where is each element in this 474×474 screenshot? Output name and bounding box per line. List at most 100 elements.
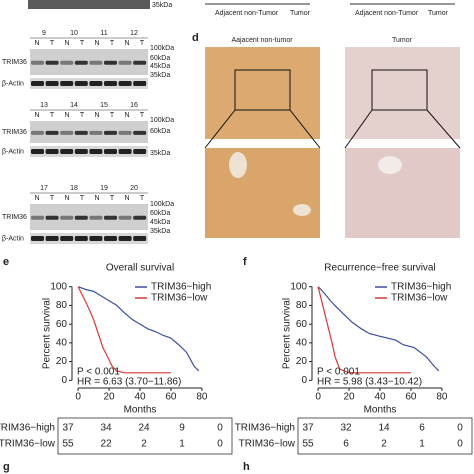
annotation: HR = 6.63 (3.70−11.86) [77, 377, 181, 388]
x-tick-label: 60 [165, 392, 177, 403]
y-tick-label: 60 [296, 319, 308, 330]
blot-band [60, 149, 74, 154]
nt-label: T [140, 40, 145, 47]
blot-image [30, 233, 148, 244]
legend-label: TRIM36−low [151, 293, 208, 304]
blot-band [45, 130, 59, 135]
blot-band [60, 60, 74, 65]
legend-label: TRIM36−low [391, 293, 448, 304]
survival-curve [77, 286, 200, 372]
blot-band [118, 60, 132, 65]
blot-band [31, 81, 44, 86]
kda-label: 100kDa [150, 201, 174, 208]
lane-number: 13 [40, 102, 48, 109]
blot-band [133, 130, 147, 135]
chart-title: Recurrence−free survival [324, 263, 435, 274]
nt-label: T [140, 112, 145, 119]
y-tick-label: 80 [296, 300, 308, 311]
risk-count: 55 [62, 439, 74, 450]
x-tick-label: 0 [315, 392, 321, 403]
blot-band [45, 236, 59, 241]
blot-band [31, 236, 44, 241]
risk-table-box [297, 417, 473, 455]
nt-label: T [110, 112, 115, 119]
nt-label: T [50, 112, 55, 119]
zoom-line [426, 109, 461, 149]
survival-curve [77, 286, 171, 374]
blot-band [89, 60, 103, 65]
kda-label: 35kDa [150, 150, 170, 157]
blot-band [74, 215, 88, 220]
annotation: P < 0.001 [317, 367, 360, 378]
risk-count: 2 [381, 439, 387, 450]
survival-curve [317, 286, 440, 372]
kda-label: 60kDa [150, 210, 170, 217]
panel-label: e [3, 256, 9, 268]
nt-label: N [94, 195, 99, 202]
panel-label: h [243, 461, 250, 473]
risk-count: 9 [179, 423, 185, 434]
y-axis-label: Percent survival [282, 298, 293, 369]
nt-label: T [50, 195, 55, 202]
lane-number: 19 [100, 185, 108, 192]
panel-label: g [3, 461, 10, 473]
fragment-label: Tumor [428, 10, 449, 17]
y-tick-label: 0 [301, 375, 307, 386]
risk-count: 24 [138, 423, 150, 434]
nt-label: N [64, 40, 69, 47]
blot-band [133, 236, 147, 241]
row-label: β-Actin [2, 148, 24, 155]
ihc-image [205, 148, 320, 238]
risk-table-box [57, 417, 233, 455]
ihc-image [345, 47, 460, 139]
blot-band [74, 60, 88, 65]
y-axis-label: Percent survival [42, 298, 53, 369]
vessel [378, 156, 402, 174]
risk-count: 14 [378, 423, 390, 434]
annotation: P < 0.001 [77, 367, 120, 378]
blot-band [45, 81, 59, 86]
nt-label: N [124, 40, 129, 47]
vessel [293, 204, 311, 216]
risk-count: 32 [340, 423, 352, 434]
kda-label: 100kDa [150, 45, 174, 52]
kda-label: 45kDa [150, 219, 170, 226]
x-tick-label: 60 [405, 392, 417, 403]
lane-number: 12 [130, 30, 138, 37]
row-label: β-Actin [2, 80, 24, 87]
kda-label: 100kDa [150, 117, 174, 124]
x-tick-label: 20 [343, 392, 355, 403]
blot-band [74, 149, 88, 154]
blot-band [60, 215, 74, 220]
nt-label: N [64, 195, 69, 202]
zoom-line [204, 109, 236, 149]
legend-label: TRIM36−high [151, 282, 211, 293]
x-axis-label: Months [124, 405, 157, 416]
row-label: TRIM36 [2, 129, 27, 136]
vessel [229, 152, 247, 178]
y-tick-label: 100 [290, 281, 307, 292]
nt-label: N [34, 195, 39, 202]
legend-label: TRIM36−high [391, 282, 451, 293]
lane-number: 15 [100, 102, 108, 109]
row-label: TRIM36 [2, 59, 27, 66]
y-tick-label: 20 [296, 356, 308, 367]
ihc-image [205, 47, 320, 139]
fragment-label: Tumor [290, 10, 311, 17]
blot-band [133, 60, 147, 65]
fragment-label: Adjacent non-Tumor [355, 10, 419, 17]
nt-label: N [34, 40, 39, 47]
risk-count: 1 [419, 439, 425, 450]
blot-band [45, 149, 59, 154]
lane-number: 14 [70, 102, 78, 109]
risk-count: 37 [302, 423, 314, 434]
blot-band [104, 60, 117, 65]
blot-band [133, 215, 147, 220]
nt-label: N [94, 40, 99, 47]
risk-count: 0 [457, 439, 463, 450]
blot-band [104, 130, 117, 135]
lane-number: 16 [130, 102, 138, 109]
y-tick-label: 80 [56, 300, 68, 311]
blot-image [30, 146, 148, 157]
